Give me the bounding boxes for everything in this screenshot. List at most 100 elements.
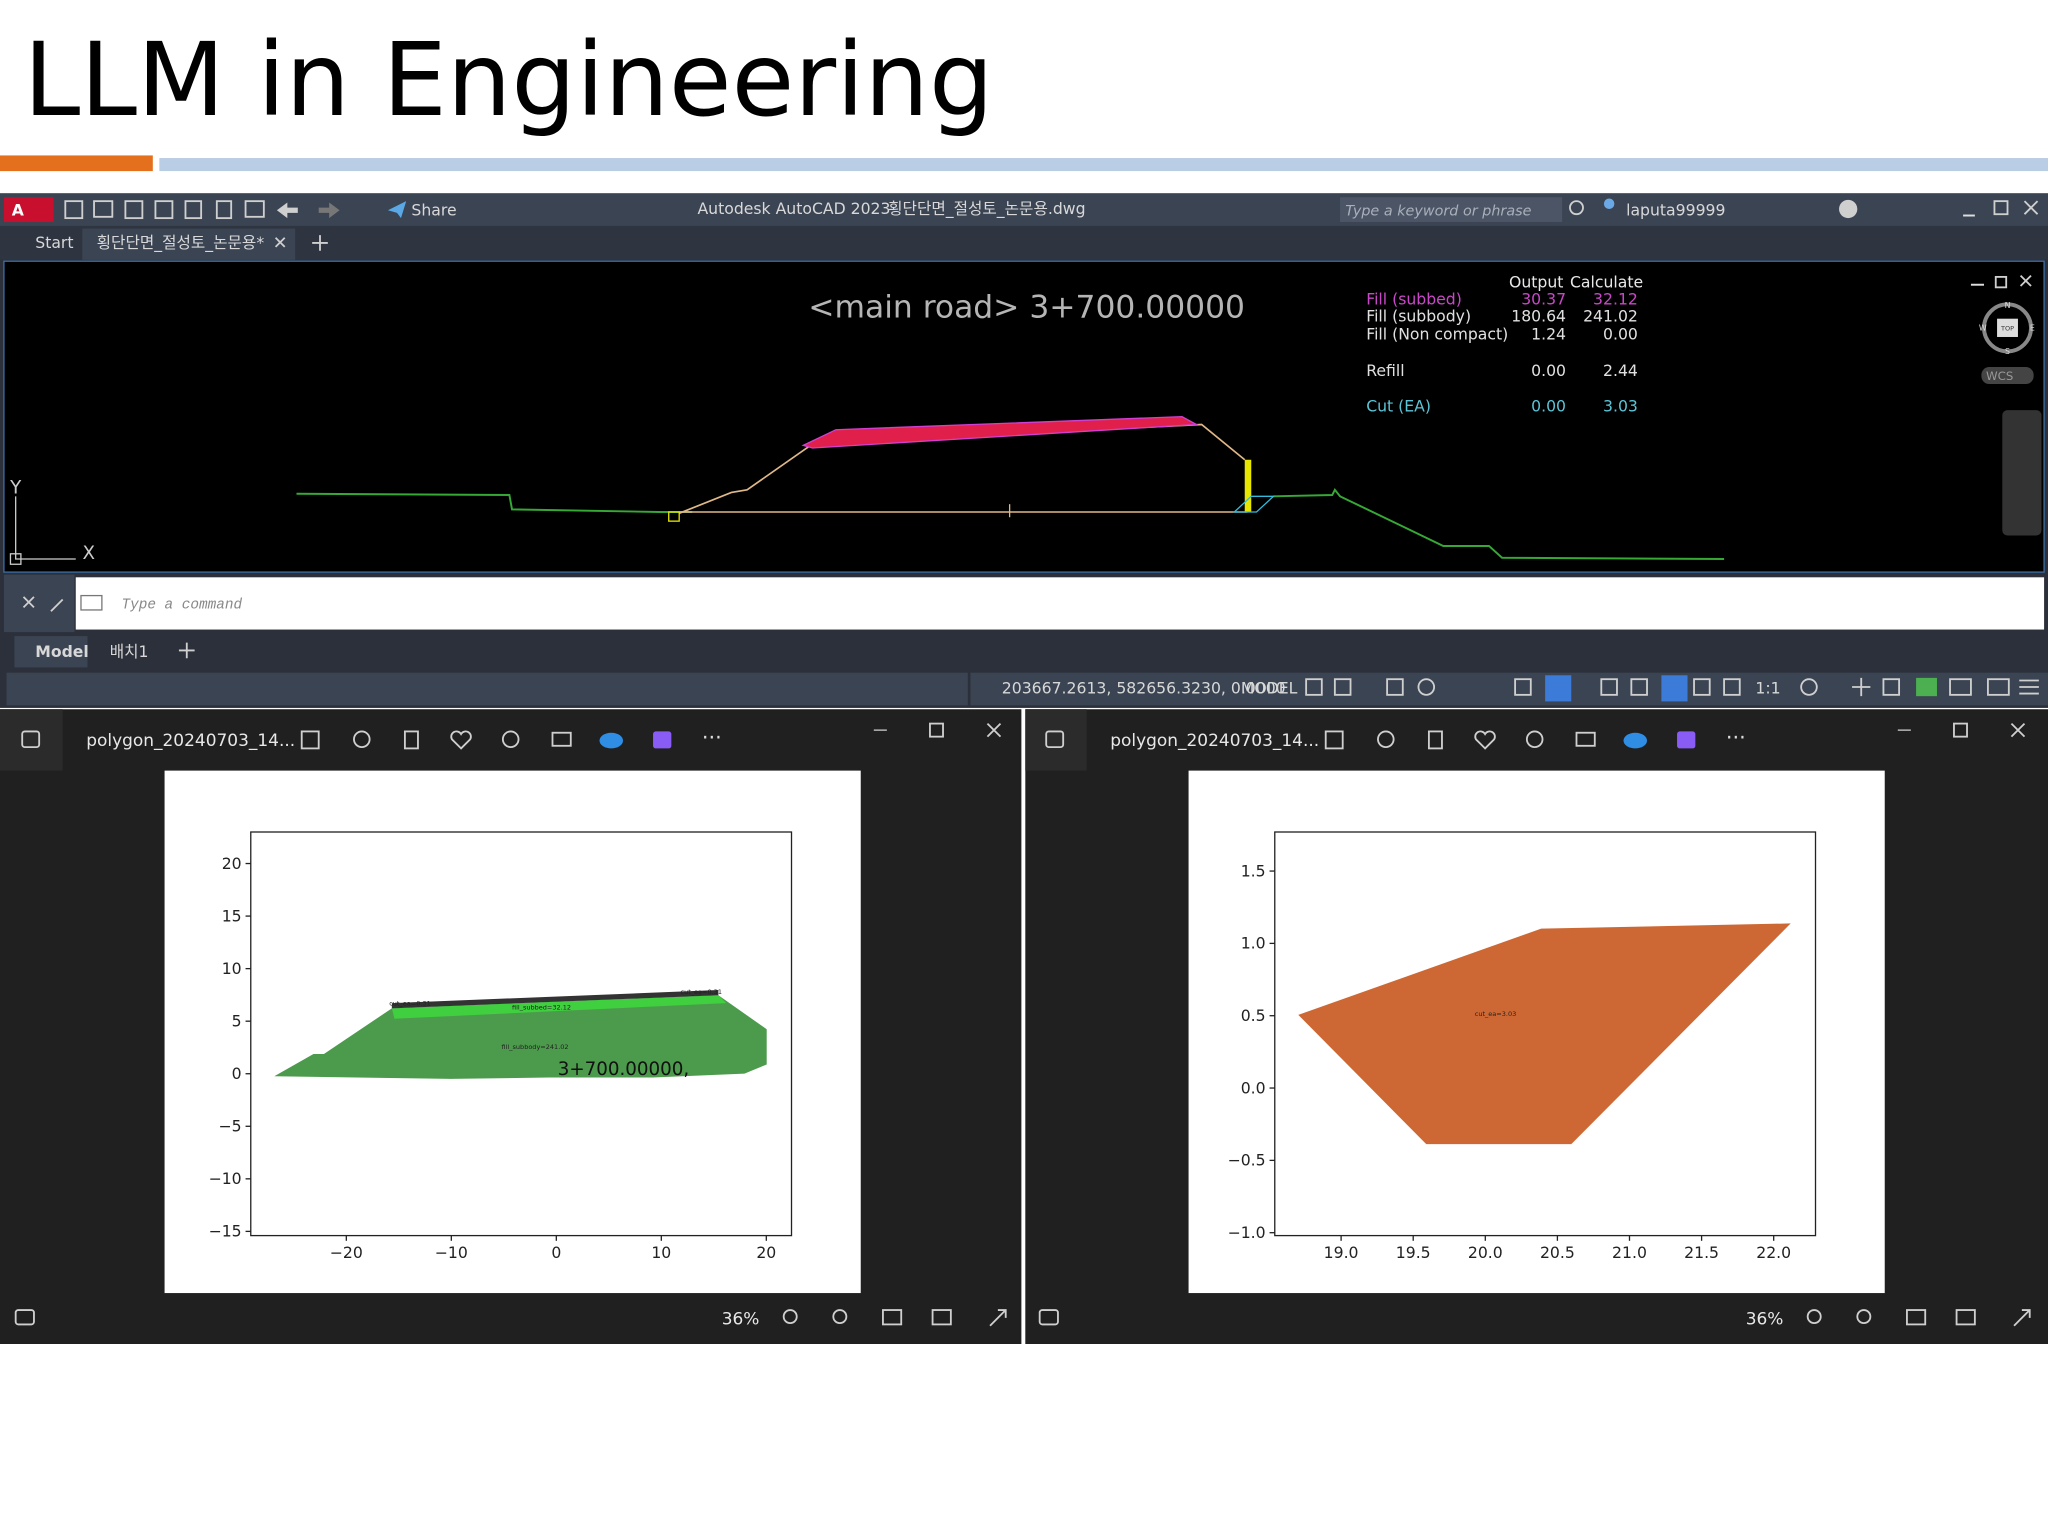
space-mode[interactable]: MODEL xyxy=(1241,679,1298,698)
zoom-controls[interactable] xyxy=(782,1309,1007,1327)
user-name[interactable]: laputa99999 xyxy=(1626,201,1725,220)
fit[interactable] xyxy=(1906,1309,1927,1326)
icon[interactable] xyxy=(1417,678,1436,696)
icon[interactable] xyxy=(1852,677,1871,697)
model-tab-bg[interactable] xyxy=(14,636,88,668)
filmstrip[interactable] xyxy=(1038,1309,1059,1326)
edit[interactable] xyxy=(1324,730,1344,750)
clipchamp[interactable] xyxy=(1677,731,1696,749)
icon[interactable] xyxy=(124,200,144,220)
delete[interactable] xyxy=(1427,730,1443,750)
icon[interactable] xyxy=(1386,678,1404,696)
share-button[interactable]: Share xyxy=(411,201,456,220)
zoom-controls[interactable] xyxy=(1806,1309,2031,1327)
quick-access-toolbar[interactable] xyxy=(64,200,407,220)
share-icon[interactable] xyxy=(387,201,407,219)
rotate[interactable] xyxy=(353,730,371,749)
info[interactable] xyxy=(501,730,520,749)
viewer-toolbar[interactable]: ··· xyxy=(300,722,1002,750)
viewport-close[interactable] xyxy=(2019,274,2032,287)
icon[interactable] xyxy=(1723,678,1741,696)
viewport-restore[interactable] xyxy=(1994,275,2008,289)
command-customize[interactable] xyxy=(50,598,64,612)
close[interactable] xyxy=(2010,722,2026,738)
annotation-scale[interactable]: 1:1 xyxy=(1755,679,1780,698)
print[interactable] xyxy=(1575,731,1596,747)
close[interactable] xyxy=(2023,200,2039,215)
help-icon[interactable] xyxy=(1839,199,1858,219)
close[interactable] xyxy=(986,722,1002,738)
ground-line xyxy=(1273,487,1725,560)
print[interactable] xyxy=(551,731,572,747)
maximize[interactable] xyxy=(1953,722,1968,738)
active-tab-bg[interactable] xyxy=(82,228,296,260)
fullscreen[interactable] xyxy=(2013,1309,2031,1327)
status-icons[interactable] xyxy=(1305,675,2039,702)
icon[interactable] xyxy=(1882,678,1901,696)
zoom-out[interactable] xyxy=(1806,1309,1822,1325)
icon[interactable] xyxy=(215,200,233,220)
zoom-in[interactable] xyxy=(1856,1309,1872,1325)
more[interactable]: ··· xyxy=(1726,725,1746,749)
wcs-button[interactable] xyxy=(1981,367,2034,384)
filmstrip[interactable] xyxy=(14,1309,35,1326)
clipchamp[interactable] xyxy=(653,731,672,749)
icon[interactable] xyxy=(1333,678,1352,696)
search-icon[interactable] xyxy=(1569,200,1584,216)
actual-size[interactable] xyxy=(931,1309,952,1326)
layout-tab[interactable]: Model xyxy=(35,642,89,661)
icon[interactable] xyxy=(154,200,174,220)
layout-tab[interactable]: 배치1 xyxy=(110,642,149,661)
edit[interactable] xyxy=(300,730,320,750)
viewcube-ring[interactable] xyxy=(1982,302,2033,354)
icon[interactable] xyxy=(1916,677,1937,697)
annotation: fill_subbed=32.12 xyxy=(512,1004,571,1012)
icon[interactable] xyxy=(1949,678,1972,696)
fit[interactable] xyxy=(882,1309,903,1326)
actual-size[interactable] xyxy=(1955,1309,1976,1326)
onedrive[interactable] xyxy=(599,732,624,749)
tab[interactable]: Start xyxy=(35,233,73,252)
icon[interactable] xyxy=(1800,678,1818,696)
icon-active[interactable] xyxy=(1661,675,1688,702)
favorite[interactable] xyxy=(450,730,472,750)
new-layout[interactable] xyxy=(178,642,195,659)
icon[interactable] xyxy=(1514,678,1532,696)
favorite[interactable] xyxy=(1474,730,1496,750)
maximize[interactable] xyxy=(929,722,944,738)
viewer-toolbar[interactable]: ··· xyxy=(1324,722,2026,750)
tab-close[interactable] xyxy=(274,237,286,248)
icon[interactable] xyxy=(93,200,114,218)
delete[interactable] xyxy=(403,730,419,750)
nav-bar[interactable] xyxy=(2002,410,2042,536)
search-box[interactable] xyxy=(1340,197,1563,223)
tab[interactable]: 횡단단면_절성토_논문용* xyxy=(97,233,265,253)
maximize[interactable] xyxy=(1993,200,2009,216)
viewcube[interactable] xyxy=(1997,318,2018,337)
icon[interactable] xyxy=(64,200,84,220)
drawing-area[interactable] xyxy=(3,260,2045,573)
icon[interactable] xyxy=(1987,678,2010,696)
menu[interactable] xyxy=(2019,679,2039,695)
more[interactable]: ··· xyxy=(702,725,722,749)
onedrive[interactable] xyxy=(1623,732,1648,749)
icon[interactable] xyxy=(184,200,203,220)
zoom-out[interactable] xyxy=(782,1309,798,1325)
icon[interactable] xyxy=(1305,678,1323,696)
icon-active[interactable] xyxy=(1545,675,1572,702)
command-close[interactable] xyxy=(22,596,35,608)
command-input[interactable] xyxy=(75,577,2045,630)
command-icon[interactable] xyxy=(80,594,103,611)
redo-icon[interactable] xyxy=(318,202,340,219)
zoom-in[interactable] xyxy=(832,1309,848,1325)
icon[interactable] xyxy=(244,200,265,218)
fullscreen[interactable] xyxy=(989,1309,1007,1327)
icon[interactable] xyxy=(1693,678,1711,696)
ditch xyxy=(1232,495,1276,513)
new-tab[interactable] xyxy=(312,235,328,251)
rotate[interactable] xyxy=(1377,730,1395,749)
icon[interactable] xyxy=(1630,678,1648,696)
app-logo[interactable] xyxy=(3,197,54,223)
icon[interactable] xyxy=(1600,678,1618,696)
info[interactable] xyxy=(1525,730,1544,749)
